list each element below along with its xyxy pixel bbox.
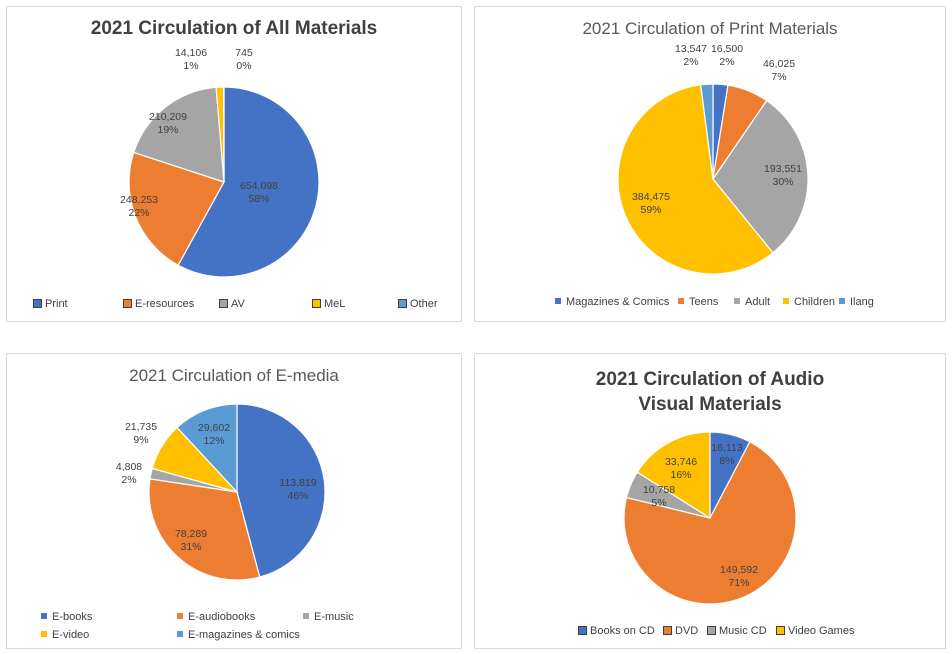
legend-swatch — [303, 613, 309, 620]
pie-slice-print — [177, 86, 320, 278]
legend-swatch — [177, 631, 183, 638]
legend-label: Video Games — [788, 625, 855, 637]
legend-swatch — [555, 298, 561, 305]
legend-item: Children — [783, 295, 835, 309]
legend-label: E-video — [52, 629, 90, 641]
chart-title: 2021 Circulation of Audio Visual Materia… — [595, 369, 825, 415]
legend-swatch — [219, 298, 228, 308]
pie-slice-dvd — [623, 440, 797, 605]
pie-slice-e-resources — [128, 151, 225, 267]
legend-item: Print — [33, 297, 68, 311]
data-label: 384,475 59% — [632, 191, 670, 216]
legend-item: DVD — [663, 624, 698, 638]
pie-slice-ilang — [699, 83, 714, 180]
legend-label: Magazines & Comics — [566, 296, 670, 308]
legend-label: E-resources — [135, 298, 195, 310]
data-label: 78,289 31% — [175, 528, 207, 553]
chart-panel-audio-visual: 2021 Circulation of Audio Visual Materia… — [474, 353, 946, 649]
data-label: 149,592 71% — [720, 564, 758, 589]
pie-slice-children — [617, 84, 774, 275]
legend-item: MeL — [312, 297, 345, 311]
data-label: 4,808 2% — [116, 461, 142, 486]
chart-title: 2021 Circulation of E-media — [129, 366, 339, 385]
legend-swatch — [678, 298, 684, 305]
legend-label: DVD — [675, 625, 699, 637]
legend-swatch — [177, 613, 183, 620]
pie-chart-print-materials: 16,500 2% 46,025 7% 193,551 30% 384,475 59% 13,5… — [617, 43, 809, 275]
pie-slice-e-books — [236, 403, 326, 578]
legend-item: E-music — [303, 610, 354, 624]
legend-label: Print — [45, 298, 68, 310]
pie-slice-e-magazines-comics — [176, 403, 238, 494]
data-label: 13,547 2% — [675, 43, 707, 68]
pie-chart-audio-visual: 16,113 8% 149,592 71% 10,758 5% 33,746 16% — [623, 431, 797, 605]
pie-slice-adult — [712, 99, 809, 254]
data-label: 33,746 16% — [665, 456, 697, 481]
legend-swatch — [839, 298, 845, 305]
chart-title: 2021 Circulation of All Materials — [90, 18, 378, 39]
legend-label: Music CD — [719, 625, 767, 637]
chart-panel-all-materials: 2021 Circulation of All Materials 654,09… — [6, 6, 462, 322]
legend-item: Video Games — [776, 624, 854, 638]
legend-swatch — [312, 298, 321, 308]
legend-item: Teens — [678, 295, 718, 309]
legend-item: Books on CD — [578, 624, 655, 638]
chart-panel-print-materials: 2021 Circulation of Print Materials 16,5… — [474, 6, 946, 322]
legend-label: AV — [231, 298, 245, 310]
legend-item: Adult — [734, 295, 770, 309]
legend-label: E-music — [314, 611, 354, 623]
legend-label: E-audiobooks — [188, 611, 256, 623]
legend-item: E-magazines & comics — [177, 628, 300, 642]
legend-swatch — [663, 625, 672, 635]
legend-label: Ilang — [850, 296, 874, 308]
data-label: 29,602 12% — [198, 422, 230, 447]
legend-swatch — [578, 625, 587, 635]
legend-item: E-audiobooks — [177, 610, 255, 624]
legend-label: Other — [410, 298, 438, 310]
data-label: 16,113 8% — [711, 442, 742, 467]
legend-label: Teens — [689, 296, 719, 308]
legend-swatch — [707, 625, 716, 635]
data-label: 193,551 30% — [764, 163, 802, 188]
legend-label: Children — [794, 296, 835, 308]
legend-item: AV — [219, 297, 245, 311]
legend-swatch — [123, 298, 132, 308]
data-label: 248,253 22% — [120, 194, 158, 219]
data-label: 113,819 46% — [279, 477, 316, 502]
pie-chart-all-materials: 654,098 58% 248,253 22% 210,209 19% 14,106 1% 74… — [120, 47, 320, 278]
chart-title: 2021 Circulation of Print Materials — [582, 19, 838, 38]
legend-label: E-magazines & comics — [188, 629, 300, 641]
legend-item: Music CD — [707, 624, 767, 638]
chart-panel-e-media: 2021 Circulation of E-media 113,819 46% 78… — [6, 353, 462, 649]
data-label: 210,209 19% — [149, 111, 187, 136]
legend-item: Magazines & Comics — [555, 295, 669, 309]
legend-label: MeL — [324, 298, 346, 310]
legend-item: E-video — [41, 628, 89, 642]
data-label: 745 0% — [235, 47, 253, 72]
legend-item: Ilang — [839, 295, 874, 309]
data-label: 46,025 7% — [763, 58, 795, 83]
pie-slice-e-audiobooks — [148, 478, 261, 581]
legend-label: E-books — [52, 611, 93, 623]
pie-slice-av — [132, 86, 225, 183]
legend-swatch — [776, 625, 785, 635]
legend-swatch — [41, 631, 47, 638]
pie-slice-video-games — [636, 431, 711, 520]
pie-chart-e-media: 113,819 46% 78,289 31% 4,808 2% 21,735 9% 29,602… — [116, 403, 326, 581]
legend-swatch — [398, 298, 407, 308]
data-label: 16,500 2% — [711, 43, 743, 68]
data-label: 14,106 1% — [175, 47, 207, 72]
legend-item: Other — [398, 297, 438, 311]
legend-item: E-books — [41, 610, 92, 624]
legend-swatch — [41, 613, 47, 620]
legend-swatch — [33, 298, 42, 308]
legend-swatch — [734, 298, 740, 305]
data-label: 654,098 58% — [240, 180, 278, 205]
legend-swatch — [783, 298, 789, 305]
legend-label: Books on CD — [590, 625, 655, 637]
legend-item: E-resources — [123, 297, 194, 311]
data-label: 10,758 5% — [643, 484, 675, 509]
legend-label: Adult — [745, 296, 771, 308]
data-label: 21,735 9% — [125, 421, 157, 446]
